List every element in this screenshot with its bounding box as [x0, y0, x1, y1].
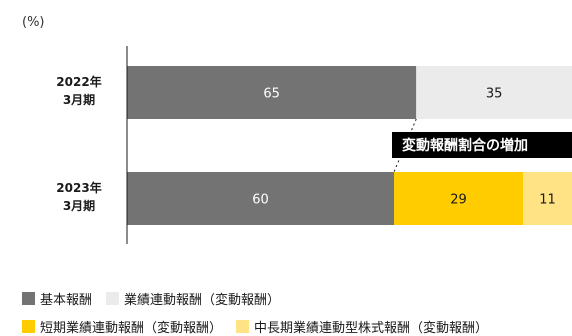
data-label-1-3: 11	[539, 193, 556, 208]
bar-segment-1-0	[127, 172, 394, 225]
category-label-0-period: 3月期	[63, 92, 95, 107]
bar-segment-1-3	[523, 172, 572, 225]
legend-label-3: 中長期業績連動型株式報酬（変動報酬）	[254, 321, 489, 336]
legend-row-2: 短期業績連動報酬（変動報酬） 中長期業績連動型株式報酬（変動報酬）	[22, 317, 502, 336]
legend-item-0: 基本報酬	[22, 289, 92, 308]
data-label-1-0: 60	[252, 193, 269, 208]
legend-row-1: 基本報酬 業績連動報酬（変動報酬）	[22, 289, 294, 308]
legend-swatch-0	[22, 292, 35, 305]
bar-segment-0-0	[127, 66, 417, 119]
data-label-0-1: 35	[486, 87, 503, 102]
bar-segment-0-1	[416, 66, 572, 119]
legend-swatch-2	[22, 320, 35, 333]
data-label-0-0: 65	[263, 87, 280, 102]
legend-item-1: 業績連動報酬（変動報酬）	[106, 289, 280, 308]
legend-label-2: 短期業績連動報酬（変動報酬）	[40, 321, 223, 336]
category-label-1-year: 2023年	[56, 180, 101, 195]
legend-item-2: 短期業績連動報酬（変動報酬）	[22, 317, 222, 336]
annotation-box	[392, 132, 572, 158]
annotation-text: 変動報酬割合の増加	[402, 137, 528, 154]
legend-swatch-3	[236, 320, 250, 333]
category-label-0-year: 2022年	[56, 74, 101, 89]
legend-label-1: 業績連動報酬（変動報酬）	[124, 293, 281, 308]
legend-label-0: 基本報酬	[40, 293, 93, 308]
unit-label: (%)	[22, 15, 45, 30]
legend-item-3: 中長期業績連動型株式報酬（変動報酬）	[236, 317, 488, 336]
legend-swatch-1	[106, 292, 120, 305]
data-label-1-2: 29	[450, 193, 467, 208]
bar-segment-1-2	[394, 172, 524, 225]
category-label-1-period: 3月期	[63, 198, 95, 213]
